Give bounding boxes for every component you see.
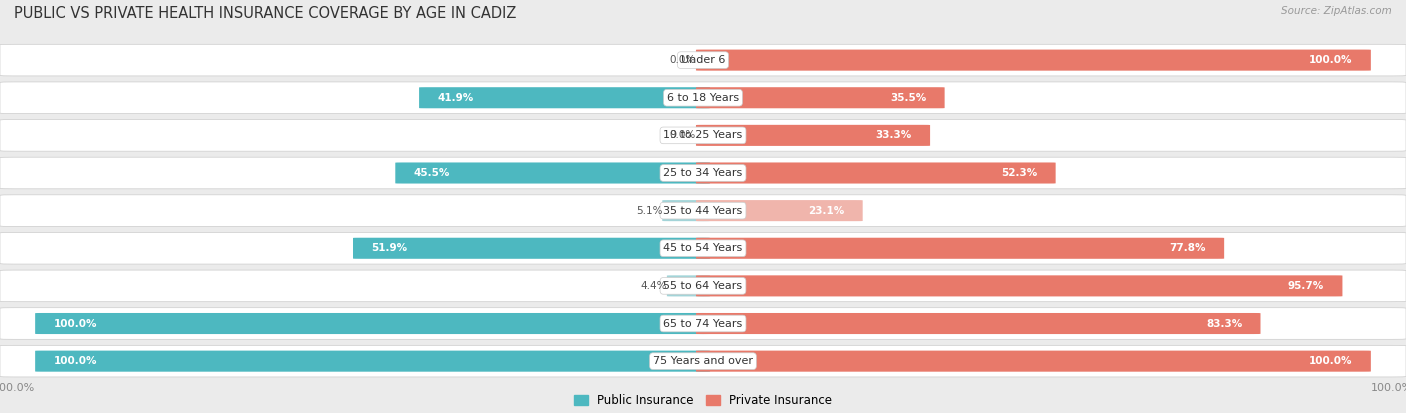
Text: 65 to 74 Years: 65 to 74 Years bbox=[664, 318, 742, 328]
FancyBboxPatch shape bbox=[0, 233, 1406, 264]
FancyBboxPatch shape bbox=[696, 238, 1225, 259]
Text: 25 to 34 Years: 25 to 34 Years bbox=[664, 168, 742, 178]
Text: 55 to 64 Years: 55 to 64 Years bbox=[664, 281, 742, 291]
Text: 35.5%: 35.5% bbox=[890, 93, 927, 103]
FancyBboxPatch shape bbox=[35, 313, 710, 334]
Text: Source: ZipAtlas.com: Source: ZipAtlas.com bbox=[1281, 6, 1392, 16]
Text: 100.0%: 100.0% bbox=[53, 356, 97, 366]
FancyBboxPatch shape bbox=[353, 238, 710, 259]
Text: 41.9%: 41.9% bbox=[437, 93, 474, 103]
FancyBboxPatch shape bbox=[0, 270, 1406, 301]
Text: 51.9%: 51.9% bbox=[371, 243, 408, 253]
Text: 33.3%: 33.3% bbox=[876, 131, 912, 140]
FancyBboxPatch shape bbox=[696, 87, 945, 108]
Text: 0.0%: 0.0% bbox=[669, 55, 696, 65]
FancyBboxPatch shape bbox=[395, 162, 710, 183]
Text: 5.1%: 5.1% bbox=[636, 206, 662, 216]
Text: 0.0%: 0.0% bbox=[669, 131, 696, 140]
FancyBboxPatch shape bbox=[0, 44, 1406, 76]
Text: 100.0%: 100.0% bbox=[1309, 55, 1353, 65]
FancyBboxPatch shape bbox=[696, 200, 863, 221]
Text: 77.8%: 77.8% bbox=[1170, 243, 1206, 253]
Text: 52.3%: 52.3% bbox=[1001, 168, 1038, 178]
Text: 23.1%: 23.1% bbox=[808, 206, 845, 216]
Text: 100.0%: 100.0% bbox=[1309, 356, 1353, 366]
FancyBboxPatch shape bbox=[696, 125, 931, 146]
FancyBboxPatch shape bbox=[0, 120, 1406, 151]
FancyBboxPatch shape bbox=[662, 200, 710, 221]
FancyBboxPatch shape bbox=[0, 157, 1406, 189]
Text: 19 to 25 Years: 19 to 25 Years bbox=[664, 131, 742, 140]
FancyBboxPatch shape bbox=[0, 195, 1406, 226]
Text: 35 to 44 Years: 35 to 44 Years bbox=[664, 206, 742, 216]
Text: 95.7%: 95.7% bbox=[1288, 281, 1324, 291]
FancyBboxPatch shape bbox=[0, 308, 1406, 339]
FancyBboxPatch shape bbox=[696, 313, 1261, 334]
FancyBboxPatch shape bbox=[696, 275, 1343, 297]
FancyBboxPatch shape bbox=[696, 351, 1371, 372]
Text: 6 to 18 Years: 6 to 18 Years bbox=[666, 93, 740, 103]
Text: 45 to 54 Years: 45 to 54 Years bbox=[664, 243, 742, 253]
FancyBboxPatch shape bbox=[696, 50, 1371, 71]
FancyBboxPatch shape bbox=[696, 162, 1056, 183]
Text: PUBLIC VS PRIVATE HEALTH INSURANCE COVERAGE BY AGE IN CADIZ: PUBLIC VS PRIVATE HEALTH INSURANCE COVER… bbox=[14, 6, 516, 21]
Text: 45.5%: 45.5% bbox=[413, 168, 450, 178]
FancyBboxPatch shape bbox=[419, 87, 710, 108]
Text: 100.0%: 100.0% bbox=[53, 318, 97, 328]
Legend: Public Insurance, Private Insurance: Public Insurance, Private Insurance bbox=[574, 394, 832, 407]
Text: 83.3%: 83.3% bbox=[1206, 318, 1243, 328]
FancyBboxPatch shape bbox=[0, 82, 1406, 114]
FancyBboxPatch shape bbox=[35, 351, 710, 372]
Text: Under 6: Under 6 bbox=[681, 55, 725, 65]
FancyBboxPatch shape bbox=[0, 345, 1406, 377]
Text: 75 Years and over: 75 Years and over bbox=[652, 356, 754, 366]
FancyBboxPatch shape bbox=[666, 275, 710, 297]
Text: 4.4%: 4.4% bbox=[640, 281, 666, 291]
